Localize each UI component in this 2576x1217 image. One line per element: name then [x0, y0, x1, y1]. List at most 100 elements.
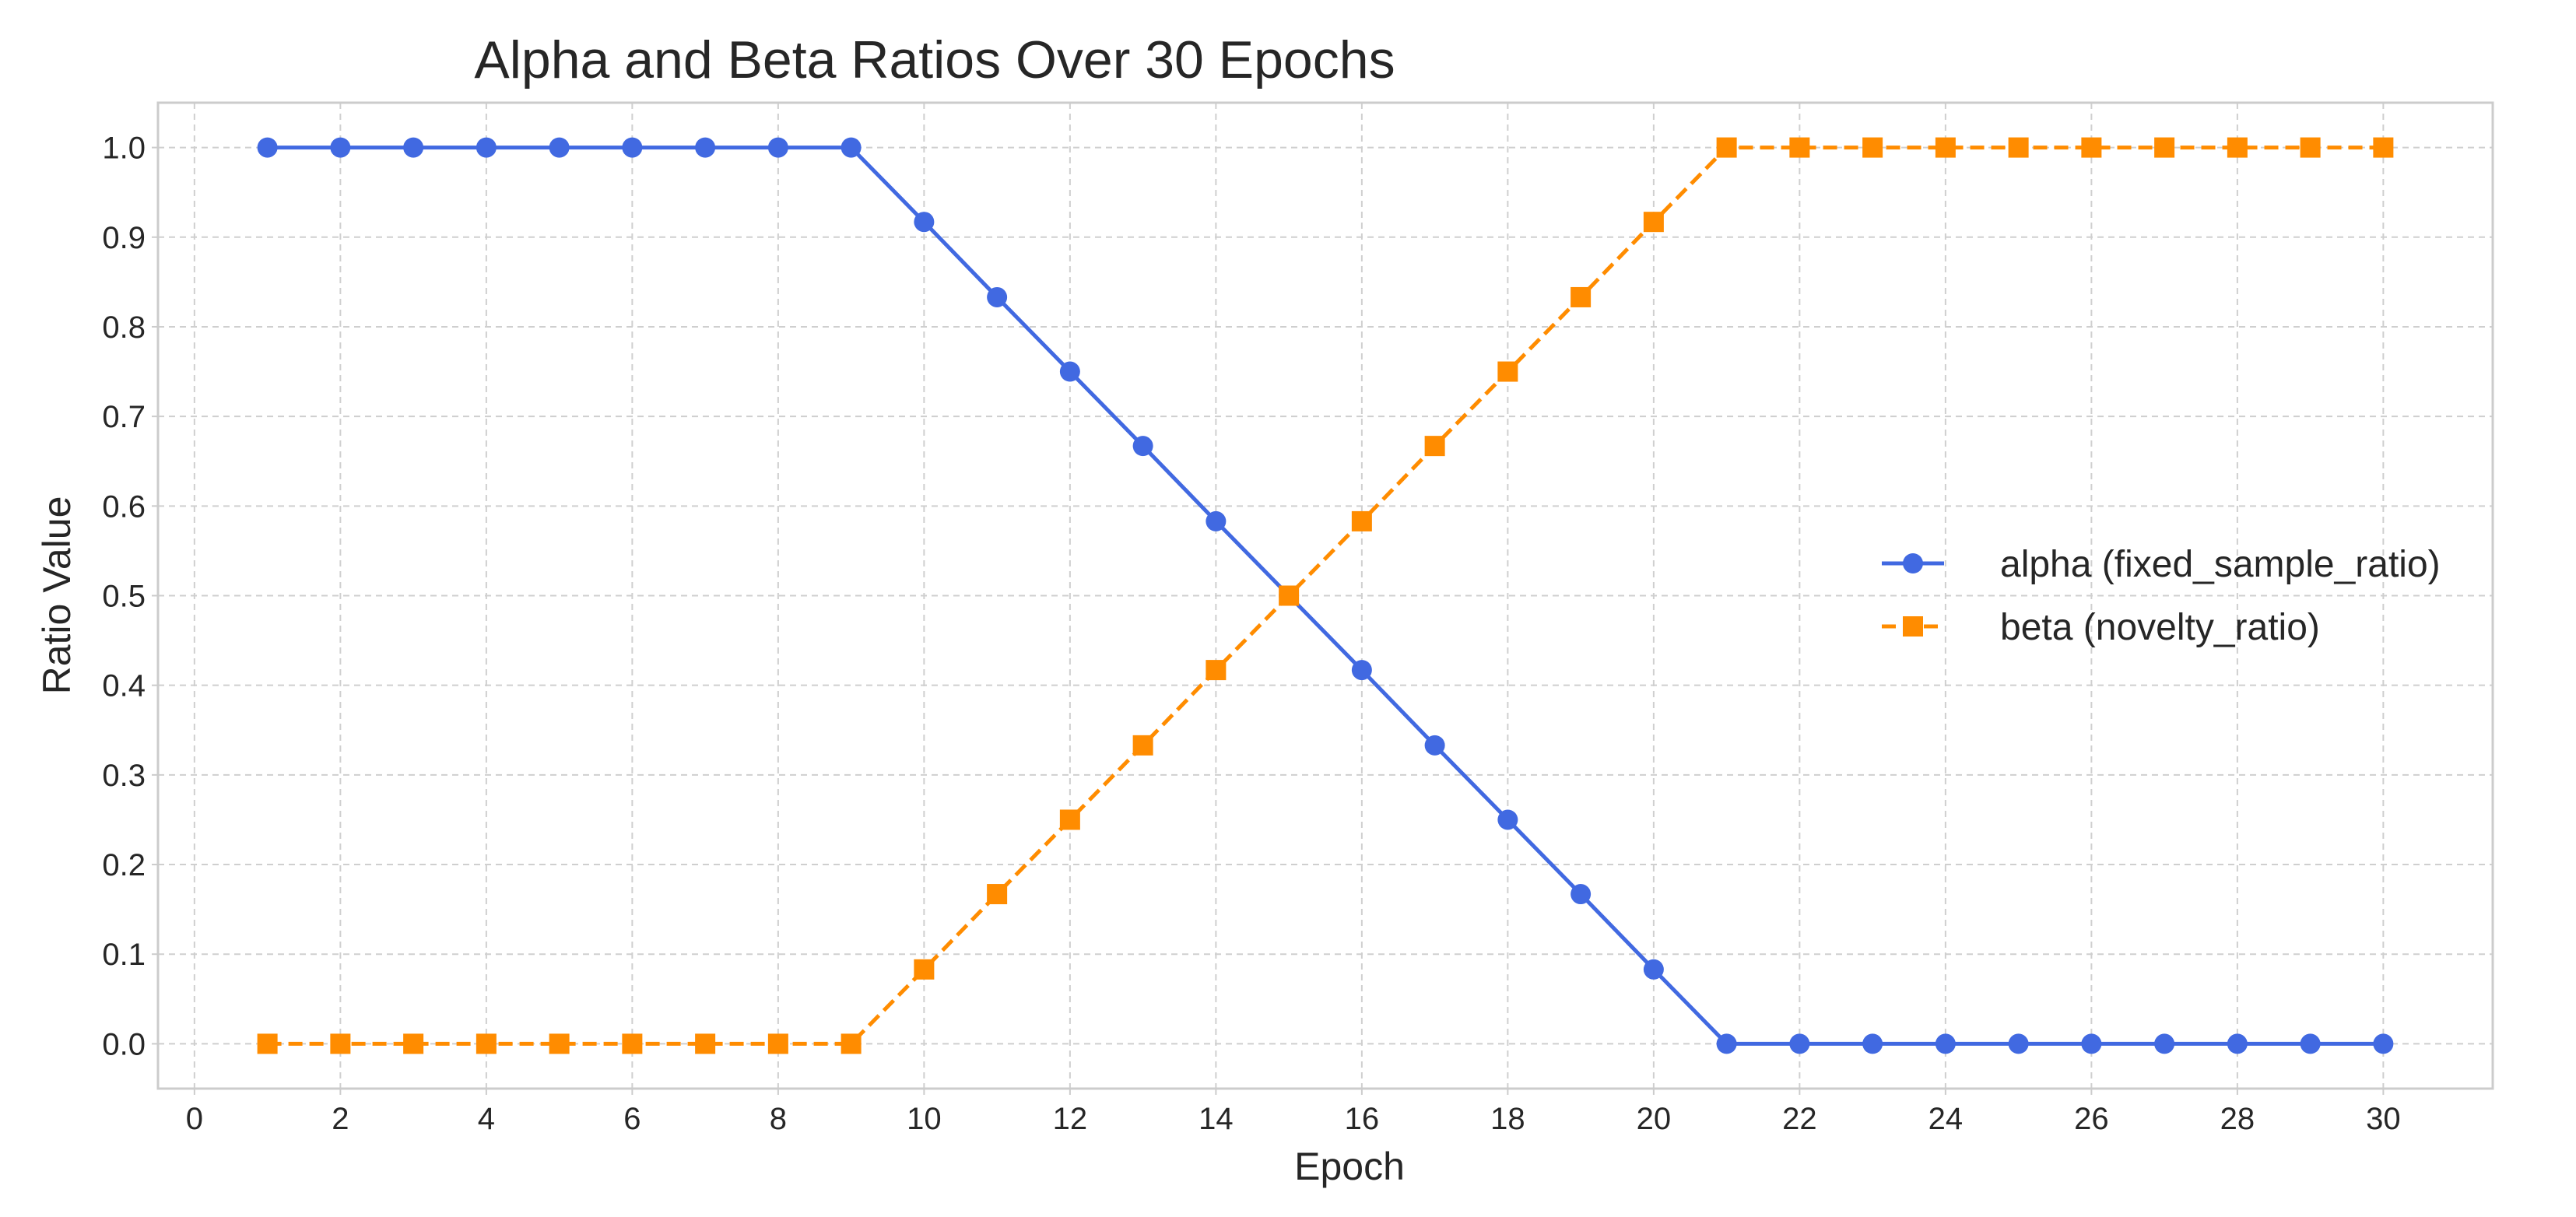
data-point	[1789, 1033, 1810, 1054]
data-point	[330, 137, 351, 158]
data-point	[1206, 510, 1227, 531]
data-point	[1059, 809, 1080, 830]
y-tick-label: 0.2	[102, 848, 146, 882]
legend: alpha (fixed_sample_ratio)beta (novelty_…	[1882, 544, 2441, 648]
y-axis-label: Ratio Value	[35, 496, 79, 695]
data-point	[1424, 436, 1445, 457]
data-point	[1059, 361, 1080, 382]
series-beta	[257, 137, 2394, 1054]
legend-item: alpha (fixed_sample_ratio)	[1882, 544, 2441, 585]
data-point	[257, 1033, 278, 1054]
legend-label: beta (novelty_ratio)	[2000, 607, 2320, 648]
y-axis-ticks: 0.0 0.1 0.2 0.3 0.4 0.5 0.6 0.7 0.8 0.9 1.0	[102, 132, 158, 1061]
y-tick-label: 0.1	[102, 938, 146, 972]
data-point	[1206, 660, 1227, 681]
data-point	[767, 1033, 788, 1054]
x-tick-label: 20	[1637, 1102, 1672, 1136]
x-tick-label: 10	[907, 1102, 942, 1136]
data-point	[1497, 809, 1518, 830]
y-tick-label: 0.0	[102, 1027, 146, 1061]
data-point	[2373, 137, 2394, 158]
y-tick-label: 0.3	[102, 759, 146, 793]
y-tick-label: 0.4	[102, 669, 146, 703]
data-point	[1351, 510, 1372, 531]
data-point	[2008, 137, 2029, 158]
x-tick-label: 2	[332, 1102, 349, 1136]
data-point	[2227, 137, 2248, 158]
series-line	[267, 146, 2384, 1046]
series-line	[267, 146, 2384, 1046]
x-tick-label: 18	[1490, 1102, 1525, 1136]
data-point	[2373, 1033, 2394, 1054]
data-point	[2154, 137, 2175, 158]
plot-series	[257, 137, 2394, 1054]
data-point	[914, 959, 935, 980]
data-point	[1862, 137, 1883, 158]
y-tick-label: 0.7	[102, 400, 146, 434]
data-point	[2081, 1033, 2102, 1054]
data-point	[1132, 735, 1153, 756]
legend-item: beta (novelty_ratio)	[1882, 607, 2320, 648]
x-tick-label: 22	[1782, 1102, 1817, 1136]
x-tick-label: 16	[1345, 1102, 1380, 1136]
x-tick-label: 26	[2074, 1102, 2109, 1136]
data-point	[987, 884, 1008, 905]
data-point	[914, 212, 935, 233]
data-point	[403, 137, 424, 158]
data-point	[2081, 137, 2102, 158]
data-point	[1279, 585, 1300, 606]
data-point	[1716, 1033, 1737, 1054]
data-point	[1132, 436, 1153, 457]
data-point	[767, 137, 788, 158]
data-point	[695, 1033, 716, 1054]
data-point	[2008, 1033, 2029, 1054]
data-point	[695, 137, 716, 158]
x-tick-label: 28	[2220, 1102, 2255, 1136]
data-point	[1716, 137, 1737, 158]
x-tick-label: 14	[1199, 1102, 1234, 1136]
data-point	[1571, 286, 1592, 307]
data-point	[622, 137, 643, 158]
data-point	[1424, 735, 1445, 756]
x-axis-label: Epoch	[1294, 1145, 1405, 1188]
x-tick-label: 4	[478, 1102, 495, 1136]
data-point	[2300, 1033, 2321, 1054]
series-alpha	[257, 137, 2394, 1054]
x-tick-label: 24	[1928, 1102, 1964, 1136]
data-point	[1571, 884, 1592, 905]
data-point	[1497, 361, 1518, 382]
data-point	[1351, 660, 1372, 681]
y-tick-label: 0.6	[102, 489, 146, 524]
legend-label: alpha (fixed_sample_ratio)	[2000, 544, 2441, 585]
x-axis-ticks: 0 2 4 6 8 10 12 14 16 18 20 22 24 26 28 30	[186, 1089, 2401, 1136]
x-tick-label: 12	[1053, 1102, 1088, 1136]
data-point	[1862, 1033, 1883, 1054]
data-point	[330, 1033, 351, 1054]
legend-marker-square	[1903, 616, 1923, 637]
data-point	[1789, 137, 1810, 158]
y-tick-label: 0.9	[102, 221, 146, 255]
x-tick-label: 6	[623, 1102, 640, 1136]
data-point	[257, 137, 278, 158]
data-point	[622, 1033, 643, 1054]
y-tick-label: 1.0	[102, 132, 146, 166]
y-tick-label: 0.5	[102, 580, 146, 614]
data-point	[1935, 1033, 1956, 1054]
data-point	[2227, 1033, 2248, 1054]
data-point	[841, 137, 862, 158]
data-point	[2300, 137, 2321, 158]
x-tick-label: 8	[770, 1102, 787, 1136]
x-tick-label: 0	[186, 1102, 203, 1136]
chart-title: Alpha and Beta Ratios Over 30 Epochs	[474, 30, 1395, 89]
data-point	[987, 286, 1008, 307]
x-tick-label: 30	[2366, 1102, 2401, 1136]
data-point	[549, 1033, 570, 1054]
legend-marker-circle	[1903, 553, 1923, 573]
data-point	[1935, 137, 1956, 158]
data-point	[476, 1033, 497, 1054]
data-point	[2154, 1033, 2175, 1054]
data-point	[476, 137, 497, 158]
data-point	[403, 1033, 424, 1054]
